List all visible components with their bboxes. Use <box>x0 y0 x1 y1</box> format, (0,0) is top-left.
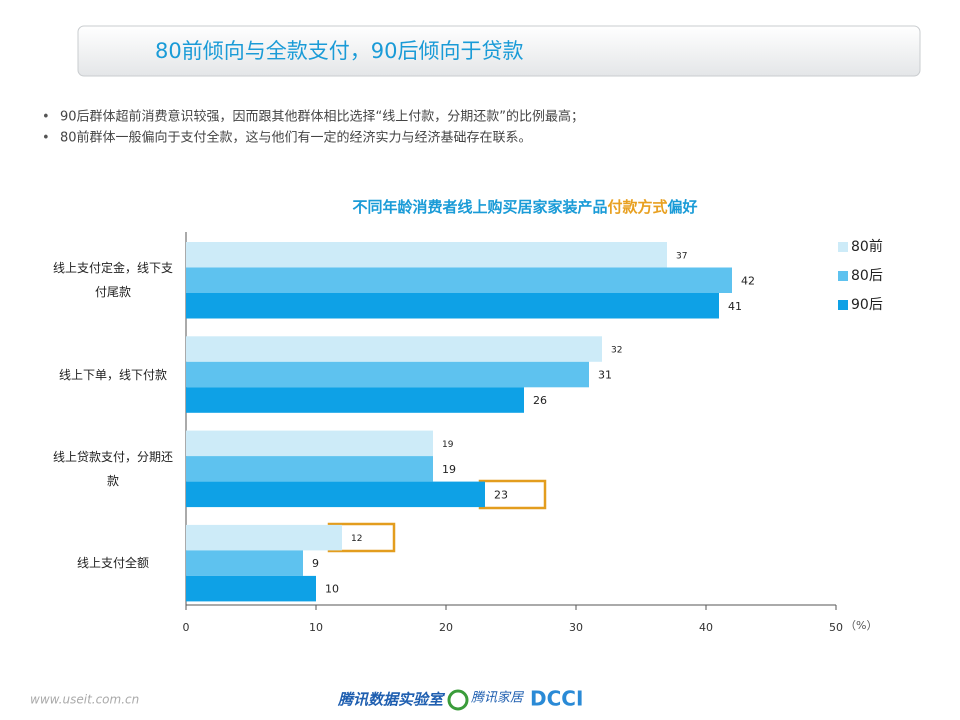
logo: 腾讯数据实验室 <box>337 691 446 709</box>
legend-label: 80前 <box>851 238 883 255</box>
highlight-box <box>478 479 547 510</box>
logo: DCCI <box>530 687 583 711</box>
bar <box>186 336 602 362</box>
watermark: www.useit.com.cn <box>30 693 139 707</box>
bullet: 80前群体一般偏向于支付全款，这与他们有一定的经济实力与经济基础存在联系。 <box>60 130 532 146</box>
value-label: 19 <box>442 463 456 476</box>
bar <box>186 481 485 508</box>
value-label: 42 <box>741 274 755 287</box>
legend-label: 80后 <box>851 268 883 284</box>
category-label: 线上支付定金，线下支付尾款 <box>52 261 173 300</box>
legend-swatch <box>838 271 848 281</box>
x-tick-label: 20 <box>439 621 453 634</box>
value-label: 37 <box>676 251 687 261</box>
x-unit: （%） <box>845 619 877 632</box>
value-label: 23 <box>494 488 508 501</box>
logo: 腾讯家居 <box>471 690 525 706</box>
category-label: 线上贷款支付，分期还款 <box>52 449 173 488</box>
x-tick-label: 10 <box>309 621 323 634</box>
legend-label: 90后 <box>851 297 883 313</box>
x-tick-label: 0 <box>183 621 190 634</box>
legend-swatch <box>838 300 848 310</box>
value-label: 31 <box>598 369 612 382</box>
title-part: 付款方式 <box>607 198 667 216</box>
legend-swatch <box>838 242 848 252</box>
title-part: 偏好 <box>668 198 698 216</box>
title-banner <box>77 25 921 77</box>
bullet-dot: • <box>42 110 50 125</box>
title-part: 不同年龄消费者线上购买居家家装产品 <box>352 198 607 216</box>
value-label: 12 <box>351 534 362 544</box>
bar <box>186 387 524 413</box>
bullet: 90后群体超前消费意识较强，因而跟其他群体相比选择“线上付款，分期还款”的比例最… <box>60 109 584 125</box>
bar <box>186 550 303 576</box>
value-label: 41 <box>728 300 742 313</box>
value-label: 9 <box>312 557 319 570</box>
bar <box>186 267 732 293</box>
logo-icon <box>447 689 469 711</box>
value-label: 26 <box>533 394 547 407</box>
bar <box>186 361 589 388</box>
value-label: 10 <box>325 583 339 596</box>
bullet-dot: • <box>42 131 50 146</box>
x-tick-label: 30 <box>569 621 583 634</box>
bar <box>186 524 342 551</box>
page-title: 80前倾向与全款支付，90后倾向于贷款 <box>155 39 523 63</box>
category-label: 线上下单，线下付款 <box>58 367 167 382</box>
bar <box>186 242 667 268</box>
x-tick-label: 40 <box>699 621 713 634</box>
bar <box>186 575 316 602</box>
category-label: 线上支付全额 <box>76 556 149 571</box>
value-label: 32 <box>611 346 622 356</box>
bar <box>186 293 719 319</box>
bar <box>186 430 433 457</box>
bar <box>186 456 433 482</box>
x-tick-label: 50 <box>829 621 843 634</box>
chart-title: 不同年龄消费者线上购买居家家装产品付款方式偏好 <box>352 198 697 216</box>
value-label: 19 <box>442 440 454 450</box>
